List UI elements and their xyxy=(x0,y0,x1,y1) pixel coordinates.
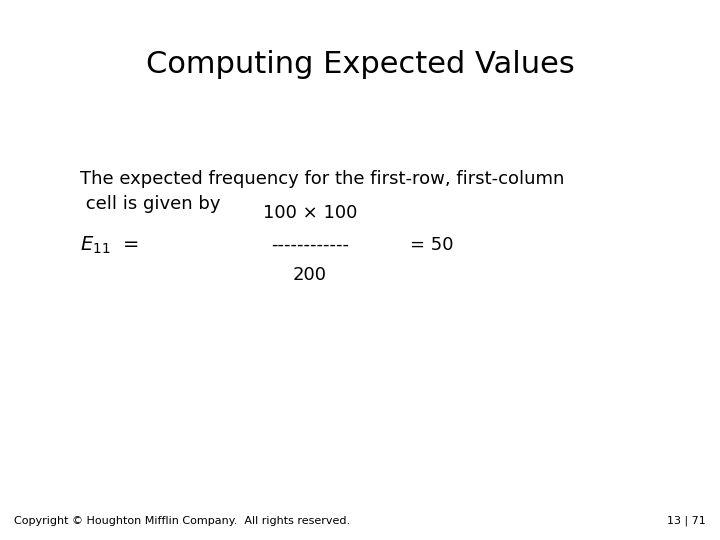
Text: 200: 200 xyxy=(293,266,327,284)
Text: Copyright © Houghton Mifflin Company.  All rights reserved.: Copyright © Houghton Mifflin Company. Al… xyxy=(14,516,350,526)
Text: ------------: ------------ xyxy=(271,236,349,254)
Text: = 50: = 50 xyxy=(410,236,454,254)
Text: cell is given by: cell is given by xyxy=(80,195,220,213)
Text: 13 | 71: 13 | 71 xyxy=(667,516,706,526)
Text: 100 × 100: 100 × 100 xyxy=(263,204,357,222)
Text: $E_{11}$  =: $E_{11}$ = xyxy=(80,234,139,255)
Text: Computing Expected Values: Computing Expected Values xyxy=(145,50,575,79)
Text: The expected frequency for the first-row, first-column: The expected frequency for the first-row… xyxy=(80,170,564,188)
